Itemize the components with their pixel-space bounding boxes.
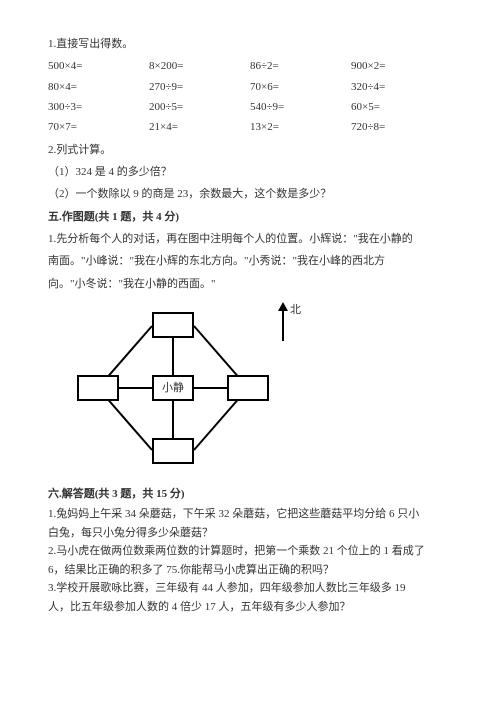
q2-title: 2.列式计算。: [48, 140, 452, 160]
diagram-box-bottom: [152, 438, 194, 464]
calc-row-4: 70×7= 21×4= 13×2= 720÷8=: [48, 117, 452, 137]
q1-title: 1.直接写出得数。: [48, 34, 452, 54]
north-label: 北: [290, 300, 301, 320]
diagram-box-right: [227, 375, 269, 401]
diagram-box-top: [152, 312, 194, 338]
position-diagram: 小静 北: [68, 298, 328, 478]
arrow-head-icon: [278, 302, 288, 311]
north-arrow: 北: [278, 302, 288, 341]
sec6-q1b: 白兔，每只小兔分得多少朵蘑菇？: [48, 525, 452, 542]
q2-b: （2）一个数除以 9 的商是 23，余数最大，这个数是多少？: [48, 184, 452, 204]
calc-row-1: 500×4= 8×200= 86÷2= 900×2=: [48, 56, 452, 76]
sec6-q3b: 人，比五年级参加人数的 4 倍少 17 人，五年级有多少人参加？: [48, 599, 452, 616]
sec6-q3a: 3.学校开展歌咏比赛，三年级有 44 人参加，四年级参加人数比三年级多 19: [48, 580, 452, 597]
q2-a: （1）324 是 4 的多少倍？: [48, 162, 452, 182]
diagram-box-left: [77, 375, 119, 401]
calc-row-2: 80×4= 270÷9= 70×6= 320÷4=: [48, 77, 452, 97]
calc-cell: 500×4=: [48, 56, 149, 76]
sec5-heading: 五.作图题(共 1 题，共 4 分): [48, 207, 452, 227]
sec5-p2: 南面。"小峰说："我在小辉的东北方向。"小秀说："我在小峰的西北方: [48, 251, 452, 271]
calc-cell: 300÷3=: [48, 97, 149, 117]
calc-cell: 70×6=: [250, 77, 351, 97]
diagram-box-center: 小静: [152, 375, 194, 401]
sec5-p3: 向。"小冬说："我在小静的西面。": [48, 274, 452, 294]
sec5-p1: 1.先分析每个人的对话，再在图中注明每个人的位置。小辉说："我在小静的: [48, 229, 452, 249]
calc-cell: 70×7=: [48, 117, 149, 137]
calc-cell: 60×5=: [351, 97, 452, 117]
sec6-heading: 六.解答题(共 3 题，共 15 分): [48, 484, 452, 504]
calc-cell: 270÷9=: [149, 77, 250, 97]
calc-row-3: 300÷3= 200÷5= 540÷9= 60×5=: [48, 97, 452, 117]
calc-cell: 200÷5=: [149, 97, 250, 117]
arrow-shaft-icon: [282, 311, 284, 341]
calc-cell: 80×4=: [48, 77, 149, 97]
calc-cell: 21×4=: [149, 117, 250, 137]
calc-cell: 720÷8=: [351, 117, 452, 137]
sec6-q2a: 2.马小虎在做两位数乘两位数的计算题时，把第一个乘数 21 个位上的 1 看成了: [48, 543, 452, 560]
sec6-q2b: 6，结果比正确的积多了 75.你能帮马小虎算出正确的积吗？: [48, 562, 452, 579]
calc-cell: 86÷2=: [250, 56, 351, 76]
calc-cell: 8×200=: [149, 56, 250, 76]
calc-cell: 540÷9=: [250, 97, 351, 117]
calc-cell: 320÷4=: [351, 77, 452, 97]
calc-cell: 13×2=: [250, 117, 351, 137]
calc-cell: 900×2=: [351, 56, 452, 76]
sec6-q1a: 1.兔妈妈上午采 34 朵蘑菇，下午采 32 朵蘑菇，它把这些蘑菇平均分给 6 …: [48, 506, 452, 523]
